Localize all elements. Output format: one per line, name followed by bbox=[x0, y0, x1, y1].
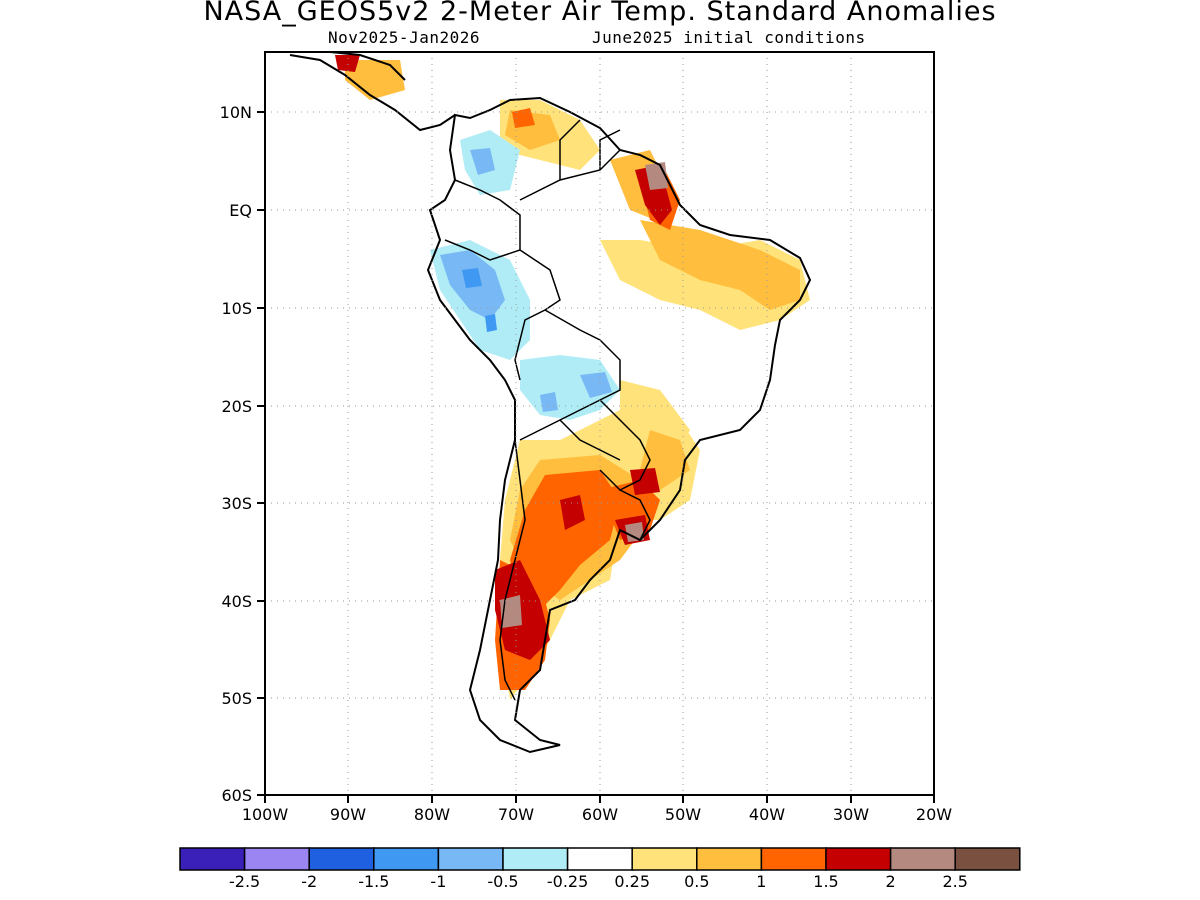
colorbar-swatch bbox=[566, 847, 633, 871]
colorbar-swatch bbox=[437, 847, 504, 871]
colorbar-label: -1.5 bbox=[358, 872, 389, 891]
lon-label: 40W bbox=[749, 805, 785, 824]
colorbar-label: 2.5 bbox=[942, 872, 967, 891]
colorbar-label: 1 bbox=[756, 872, 766, 891]
colorbar-labels: -2.5 -2 -1.5 -1 -0.5 -0.25 0.25 0.5 1 1.5 2 2.5 bbox=[229, 872, 968, 891]
lon-label: 20W bbox=[916, 805, 952, 824]
colorbar-swatch bbox=[631, 847, 698, 871]
lat-label: EQ bbox=[229, 201, 252, 220]
lon-label: 100W bbox=[242, 805, 289, 824]
tick-marks bbox=[257, 111, 935, 803]
colorbar-label: -2 bbox=[301, 872, 317, 891]
lon-label: 80W bbox=[414, 805, 450, 824]
lat-label: 20S bbox=[221, 397, 252, 416]
lat-label: 40S bbox=[221, 592, 252, 611]
lon-label: 50W bbox=[665, 805, 701, 824]
lat-label: 30S bbox=[221, 494, 252, 513]
latitude-labels: 10N EQ 10S 20S 30S 40S 50S 60S bbox=[220, 103, 252, 805]
initial-conditions: June2025 initial conditions bbox=[592, 28, 866, 47]
colorbar-swatch bbox=[760, 847, 827, 871]
lon-label: 60W bbox=[582, 805, 618, 824]
colorbar-label: 0.25 bbox=[614, 872, 650, 891]
colorbar-label: 1.5 bbox=[813, 872, 838, 891]
lat-label: 10N bbox=[220, 103, 252, 122]
lat-label: 10S bbox=[221, 299, 252, 318]
lon-label: 90W bbox=[330, 805, 366, 824]
colorbar bbox=[179, 847, 1021, 871]
lon-label: 30W bbox=[833, 805, 869, 824]
colorbar-label: 2 bbox=[886, 872, 896, 891]
colorbar-swatch bbox=[373, 847, 440, 871]
anomaly-shading bbox=[335, 55, 810, 700]
colorbar-label: -0.25 bbox=[547, 872, 588, 891]
map-title: NASA_GEOS5v2 2-Meter Air Temp. Standard … bbox=[203, 0, 997, 27]
lon-label: 70W bbox=[498, 805, 534, 824]
colorbar-label: -1 bbox=[430, 872, 446, 891]
colorbar-swatch bbox=[696, 847, 763, 871]
colorbar-swatch bbox=[825, 847, 892, 871]
lat-label: 50S bbox=[221, 689, 252, 708]
lat-label: 60S bbox=[221, 786, 252, 805]
colorbar-swatch bbox=[308, 847, 375, 871]
colorbar-swatch bbox=[502, 847, 569, 871]
colorbar-swatch bbox=[243, 847, 310, 871]
colorbar-label: -0.5 bbox=[487, 872, 518, 891]
forecast-period: Nov2025-Jan2026 bbox=[328, 28, 480, 47]
colorbar-swatch bbox=[179, 847, 246, 871]
longitude-labels: 100W 90W 80W 70W 60W 50W 40W 30W 20W bbox=[242, 805, 952, 824]
colorbar-swatch bbox=[889, 847, 956, 871]
colorbar-swatch bbox=[954, 847, 1021, 871]
colorbar-label: -2.5 bbox=[229, 872, 260, 891]
country-borders bbox=[444, 119, 651, 701]
colorbar-label: 0.5 bbox=[684, 872, 709, 891]
